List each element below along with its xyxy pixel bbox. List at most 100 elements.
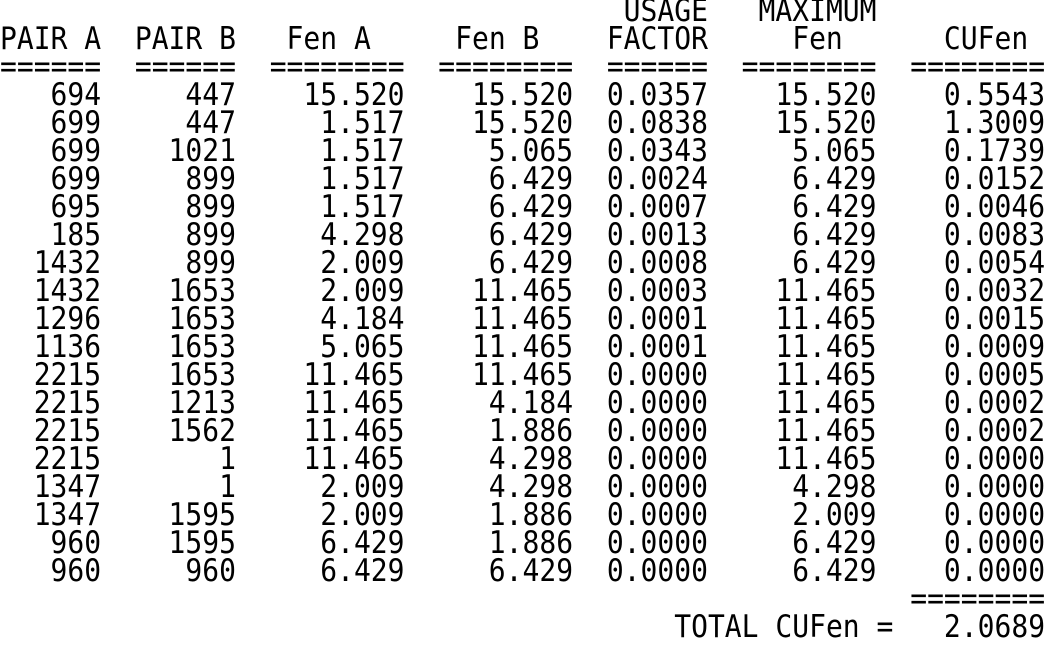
cell-pair-a: 699: [50, 104, 102, 141]
cell-usage-factor: 0.0343: [606, 132, 708, 169]
cell-cufen: 0.1739: [943, 132, 1046, 169]
cell-pair-a: 1347: [33, 496, 102, 533]
cell-fen-a: 4.298: [320, 216, 405, 253]
separator-fen-b: ========: [438, 48, 574, 85]
cell-fen-b: 4.298: [488, 440, 574, 477]
total-label: TOTAL CUFen =: [674, 608, 894, 645]
cell-usage-factor: 0.0838: [606, 104, 708, 141]
cell-pair-b: 1595: [168, 496, 236, 533]
cell-usage-factor: 0.0007: [606, 188, 708, 225]
cell-pair-b: 1: [219, 468, 236, 505]
table-row: 2215 1 11.465 4.298 0.0000 11.465 0.0000: [0, 440, 1048, 477]
table-row: 1432 899 2.009 6.429 0.0008 6.429 0.0054: [0, 244, 1048, 281]
cell-usage-factor: 0.0000: [606, 524, 708, 561]
total-line: TOTAL CUFen = 2.0689: [0, 608, 1048, 645]
cell-pair-a: 1296: [33, 300, 102, 337]
cell-fen-a: 2.009: [320, 244, 405, 281]
cell-pair-b: 960: [185, 552, 236, 589]
header-maximum: MAXIMUM: [758, 0, 877, 29]
cell-usage-factor: 0.0024: [606, 160, 708, 197]
cell-pair-b: 899: [185, 160, 236, 197]
cell-fen-b: 15.520: [471, 76, 574, 113]
cell-maximum-fen: 11.465: [775, 328, 877, 365]
cell-fen-b: 1.886: [488, 524, 574, 561]
cell-cufen: 1.3009: [943, 104, 1046, 141]
cell-fen-b: 4.298: [488, 468, 574, 505]
cell-pair-a: 1432: [33, 244, 102, 281]
cell-pair-a: 1136: [33, 328, 102, 365]
cell-cufen: 0.0083: [943, 216, 1046, 253]
cell-cufen: 0.0000: [943, 496, 1046, 533]
cell-fen-b: 15.520: [471, 104, 574, 141]
cell-pair-b: 1653: [168, 272, 236, 309]
header-cufen: CUFen: [943, 20, 1029, 57]
cell-pair-a: 2215: [33, 384, 102, 421]
cell-fen-b: 6.429: [488, 188, 574, 225]
cell-fen-a: 11.465: [303, 356, 405, 393]
cell-maximum-fen: 11.465: [775, 300, 877, 337]
cell-maximum-fen: 6.429: [792, 552, 877, 589]
table-row: 694 447 15.520 15.520 0.0357 15.520 0.5543: [0, 76, 1048, 113]
cell-usage-factor: 0.0000: [606, 412, 708, 449]
cell-pair-a: 694: [50, 76, 102, 113]
cell-maximum-fen: 11.465: [775, 272, 877, 309]
cell-maximum-fen: 2.009: [792, 496, 877, 533]
cell-pair-b: 1213: [168, 384, 236, 421]
cell-maximum-fen: 6.429: [792, 244, 877, 281]
cell-cufen: 0.0032: [943, 272, 1046, 309]
cell-usage-factor: 0.0001: [606, 300, 708, 337]
cell-cufen: 0.0054: [943, 244, 1046, 281]
header-pair-b: PAIR B: [134, 20, 236, 57]
cell-fen-b: 11.465: [471, 272, 574, 309]
header-fen-a: Fen A: [286, 20, 371, 57]
header-pair-a: PAIR A: [0, 20, 102, 57]
header-factor: FACTOR: [606, 20, 708, 57]
cell-maximum-fen: 11.465: [775, 412, 877, 449]
header-line-1: USAGE MAXIMUM: [0, 0, 1048, 29]
table-row: 1347 1595 2.009 1.886 0.0000 2.009 0.0000: [0, 496, 1048, 533]
separator-pair-b: ======: [134, 48, 236, 85]
cell-pair-b: 447: [185, 76, 236, 113]
cell-maximum-fen: 15.520: [775, 104, 877, 141]
table-row: 2215 1562 11.465 1.886 0.0000 11.465 0.0002: [0, 412, 1048, 449]
header-max-fen: Fen: [792, 20, 843, 57]
cell-cufen: 0.0002: [943, 412, 1046, 449]
separator-line: ====== ====== ======== ======== ====== ======…: [0, 48, 1048, 85]
table-row: 699 899 1.517 6.429 0.0024 6.429 0.0152: [0, 160, 1048, 197]
cell-pair-a: 960: [50, 552, 102, 589]
table-row: 1296 1653 4.184 11.465 0.0001 11.465 0.0015: [0, 300, 1048, 337]
cell-cufen: 0.0000: [943, 552, 1046, 589]
table-row: 1347 1 2.009 4.298 0.0000 4.298 0.0000: [0, 468, 1048, 505]
cell-cufen: 0.0002: [943, 384, 1046, 421]
cell-usage-factor: 0.0000: [606, 468, 708, 505]
cell-pair-a: 960: [50, 524, 102, 561]
cell-fen-b: 11.465: [471, 300, 574, 337]
cell-usage-factor: 0.0003: [606, 272, 708, 309]
cell-pair-b: 899: [185, 188, 236, 225]
cell-maximum-fen: 11.465: [775, 356, 877, 393]
separator-pair-a: ======: [0, 48, 102, 85]
cell-pair-b: 1562: [168, 412, 236, 449]
cell-pair-b: 1653: [168, 328, 236, 365]
cell-usage-factor: 0.0001: [606, 328, 708, 365]
cell-pair-a: 699: [50, 132, 102, 169]
cell-usage-factor: 0.0008: [606, 244, 708, 281]
table-row: 2215 1653 11.465 11.465 0.0000 11.465 0.0005: [0, 356, 1048, 393]
cell-pair-b: 1: [219, 440, 236, 477]
cell-fen-a: 6.429: [320, 524, 405, 561]
cell-fen-b: 6.429: [488, 160, 574, 197]
cell-pair-b: 1653: [168, 356, 236, 393]
table-row: 960 960 6.429 6.429 0.0000 6.429 0.0000: [0, 552, 1048, 589]
total-value: 2.0689: [943, 608, 1046, 645]
cell-usage-factor: 0.0013: [606, 216, 708, 253]
cell-pair-b: 1595: [168, 524, 236, 561]
cell-fen-b: 6.429: [488, 244, 574, 281]
cell-cufen: 0.0152: [943, 160, 1046, 197]
table-row: 2215 1213 11.465 4.184 0.0000 11.465 0.0002: [0, 384, 1048, 421]
table-row: 699 447 1.517 15.520 0.0838 15.520 1.3009: [0, 104, 1048, 141]
cell-fen-a: 11.465: [303, 384, 405, 421]
cell-fen-a: 15.520: [303, 76, 405, 113]
cell-pair-b: 899: [185, 244, 236, 281]
cell-usage-factor: 0.0000: [606, 440, 708, 477]
